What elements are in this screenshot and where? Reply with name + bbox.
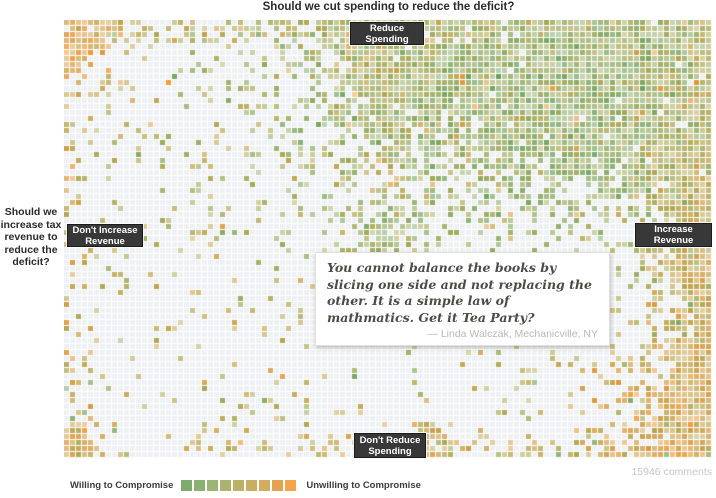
legend-swatch [259,480,271,491]
left-axis-question: Should we increase tax revenue to reduce… [0,206,62,268]
comments-count: 15946 comments [631,466,712,478]
legend-swatch [207,480,219,491]
comment-grid-canvas[interactable] [64,20,713,458]
axis-label-dont-reduce-spending: Don't Reduce Spending [354,433,426,458]
legend-swatch [220,480,232,491]
legend-swatch [246,480,258,491]
legend-label-willing: Willing to Compromise [70,480,174,491]
quote-attribution: — Linda Walczak, Mechanicville, NY [427,328,598,340]
legend-swatch [285,480,297,491]
legend-swatch [233,480,245,491]
legend-swatch [272,480,284,491]
legend-label-unwilling: Unwilling to Compromise [306,480,421,491]
legend-swatches [181,480,298,491]
comment-quote-popup: You cannot balance the books by slicing … [315,252,610,346]
quote-text: You cannot balance the books by slicing … [327,260,592,325]
axis-label-reduce-spending: Reduce Spending [350,22,424,45]
legend-swatch [181,480,193,491]
legend-swatch [194,480,206,491]
top-axis-question: Should we cut spending to reduce the def… [262,1,515,13]
axis-label-increase-revenue: Increase Revenue [635,223,712,247]
compromise-legend: Willing to Compromise Unwilling to Compr… [70,480,421,491]
axis-label-dont-increase-revenue: Don't Increase Revenue [67,224,143,247]
